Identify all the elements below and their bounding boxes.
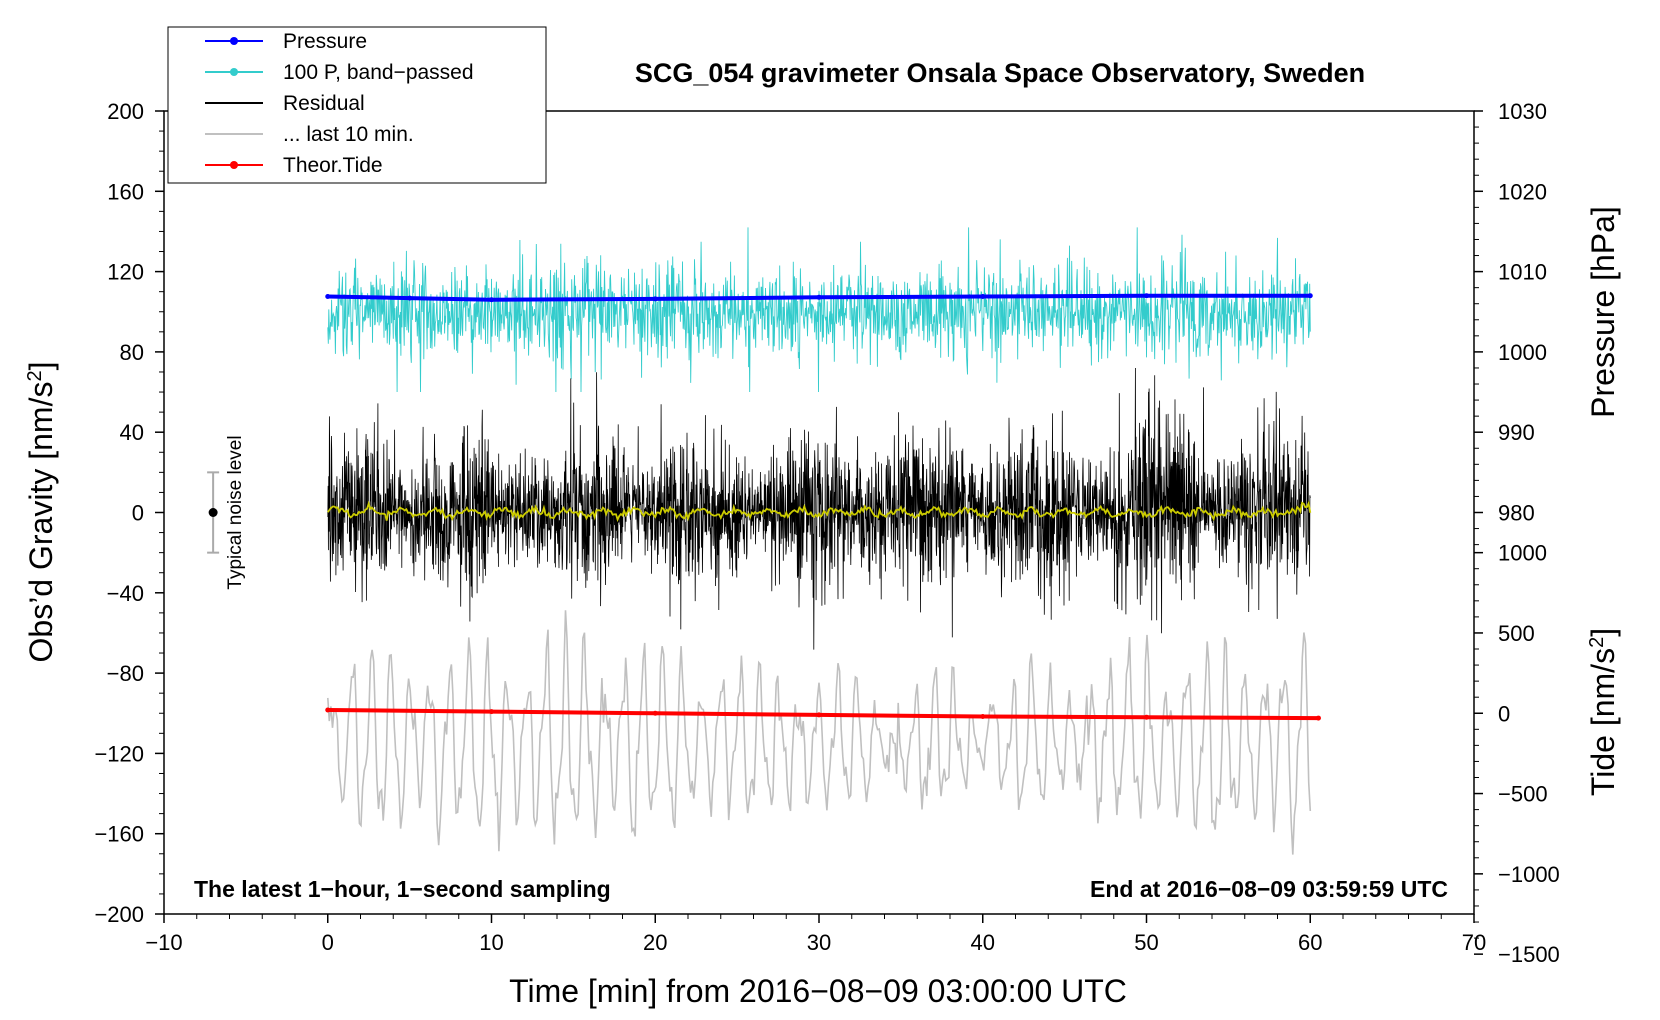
x-tick-label: 40 [971, 930, 995, 955]
x-tick-label: 10 [479, 930, 503, 955]
series-smoothed-residual-line [327, 500, 1312, 523]
y-tide-tick-label: −1500 [1498, 942, 1560, 967]
x-tick-label: 0 [322, 930, 334, 955]
y-left-tick-label: −160 [94, 822, 144, 847]
series-residual-line [327, 367, 1311, 650]
series-pressure-line [327, 293, 1311, 302]
y-tide-tick-label: 0 [1498, 701, 1510, 726]
y-left-tick-label: 160 [107, 179, 144, 204]
x-tick-label: 50 [1134, 930, 1158, 955]
legend-swatch-marker [230, 161, 238, 169]
series-pressure-point [816, 294, 822, 300]
x-axis-title: Time [min] from 2016−08−09 03:00:00 UTC [509, 973, 1127, 1009]
series-pressure-point [407, 295, 413, 301]
series-pressure-point [325, 293, 331, 299]
series-layer [325, 227, 1321, 855]
annotation-end-time: End at 2016−08−09 03:59:59 UTC [1090, 876, 1448, 902]
series-tide-point [1144, 714, 1149, 720]
y-pressure-tick-label: 1020 [1498, 179, 1547, 204]
x-tick-label: 60 [1298, 930, 1322, 955]
x-tick-label: 30 [807, 930, 831, 955]
y-left-tick-label: −120 [94, 741, 144, 766]
legend-label: Pressure [283, 30, 367, 53]
y-axis-left: 200 160 120 80 40 0 −40 −80 −120 −160 −200 [94, 99, 164, 927]
y-pressure-tick-label: 980 [1498, 501, 1535, 526]
series-pressure-point [980, 293, 986, 299]
y-left-tick-label: −80 [107, 661, 144, 686]
y-left-tick-label: 80 [120, 340, 144, 365]
x-tick-label: 70 [1462, 930, 1486, 955]
y-tide-tick-label: 500 [1498, 621, 1535, 646]
series-tide-point [816, 712, 822, 718]
noise-label: Typical noise level [225, 435, 246, 589]
y-left-tick-label: 40 [120, 420, 144, 445]
series-tide-point [980, 713, 986, 719]
y-tide-tick-label: 1000 [1498, 541, 1547, 566]
legend-label: 100 P, band−passed [283, 61, 474, 84]
legend: Pressure 100 P, band−passed Residual ... la… [167, 26, 547, 184]
y-pressure-tick-label: 1010 [1498, 260, 1547, 285]
series-pressure-point [489, 297, 494, 303]
x-tick-label: 20 [643, 930, 667, 955]
series-tide-point [652, 710, 658, 716]
y-axis-tide: 1000 500 0 −500 −1000 −1500 [1474, 541, 1560, 967]
y-axis-tide-title: Tide [nm/s2] [1585, 628, 1621, 796]
legend-label: ... last 10 min. [283, 123, 414, 146]
legend-swatch-marker [230, 37, 238, 45]
noise-level-indicator: Typical noise level [207, 435, 246, 590]
y-left-tick-label: −40 [107, 581, 144, 606]
y-pressure-tick-label: 1030 [1498, 99, 1547, 124]
y-pressure-tick-label: 990 [1498, 420, 1535, 445]
series-tide-point [1315, 715, 1321, 721]
y-left-tick-label: 200 [107, 99, 144, 124]
series-pressure-point [1307, 293, 1313, 299]
y-axis-left-title: Obs’d Gravity [nm/s2] [23, 362, 59, 663]
series-last-10-min-line [327, 610, 1312, 855]
y-axis-pressure-title: Pressure [hPa] [1585, 206, 1621, 418]
x-axis: −10 0 10 20 30 40 50 60 70 [145, 914, 1486, 955]
y-left-tick-label: −200 [94, 902, 144, 927]
series-tide-point [325, 707, 331, 713]
legend-label: Residual [283, 92, 365, 115]
annotation-sampling: The latest 1−hour, 1−second sampling [194, 876, 611, 902]
chart-title: SCG_054 gravimeter Onsala Space Observat… [635, 58, 1365, 88]
series-tide-point [489, 709, 494, 715]
legend-label: Theor.Tide [283, 154, 383, 177]
series-pressure-point [652, 296, 658, 302]
y-tide-tick-label: −500 [1498, 782, 1548, 807]
legend-swatch-marker [230, 68, 238, 76]
legend-box [167, 26, 547, 184]
y-tide-tick-label: −1000 [1498, 862, 1560, 887]
y-axis-pressure: 1030 1020 1010 1000 990 980 [1474, 99, 1547, 546]
y-left-tick-label: 120 [107, 260, 144, 285]
x-tick-label: −10 [145, 930, 182, 955]
series-band-passed-line [327, 227, 1311, 393]
y-pressure-tick-label: 1000 [1498, 340, 1547, 365]
series-pressure-point [1144, 293, 1149, 299]
noise-dot [208, 508, 218, 517]
y-left-tick-label: 0 [132, 501, 144, 526]
